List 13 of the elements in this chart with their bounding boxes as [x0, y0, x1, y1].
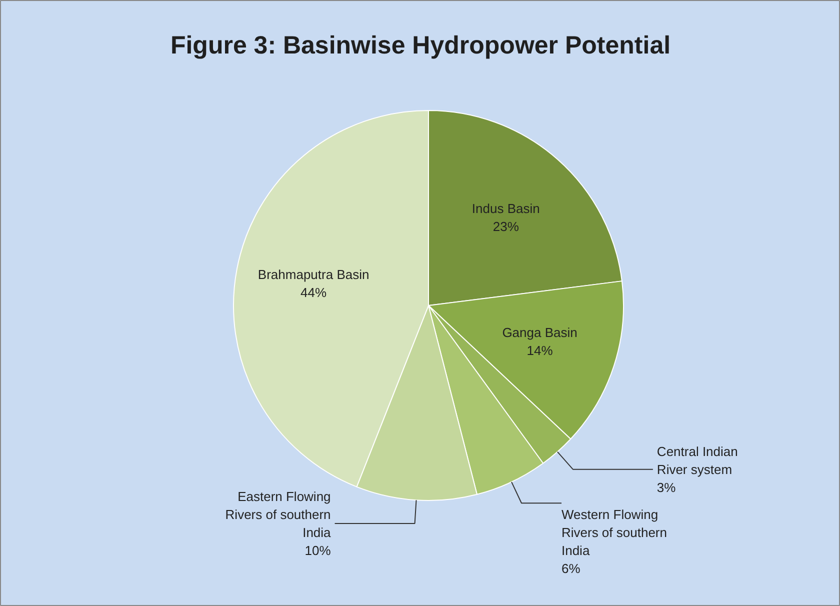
slice-label: Eastern Flowing Rivers of southern India [225, 488, 332, 540]
slice-label: Brahmaputra Basin [258, 267, 370, 282]
data-label: 44% [300, 285, 328, 300]
data-label: 14% [526, 343, 554, 358]
slice-label: Indus Basin [472, 201, 540, 216]
data-label: 3% [656, 480, 676, 495]
chart-title: Figure 3: Basinwise Hydropower Potential [170, 32, 671, 60]
slice-label: Central Indian River system [656, 444, 738, 477]
data-label: 10% [304, 542, 332, 558]
slice-label: Ganga Basin [502, 325, 578, 340]
slice-label: Western Flowing Rivers of southern India [561, 507, 667, 558]
data-label: 6% [561, 561, 581, 576]
data-label: 23% [492, 219, 520, 234]
